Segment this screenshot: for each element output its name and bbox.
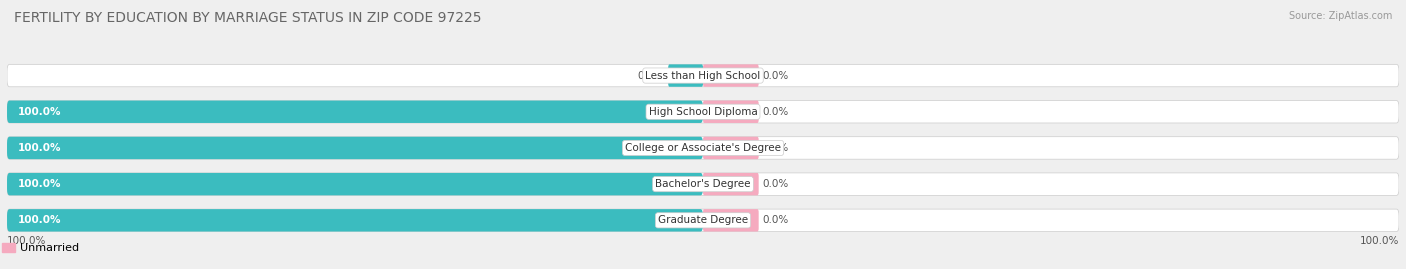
Text: FERTILITY BY EDUCATION BY MARRIAGE STATUS IN ZIP CODE 97225: FERTILITY BY EDUCATION BY MARRIAGE STATU… — [14, 11, 482, 25]
FancyBboxPatch shape — [7, 137, 1399, 159]
FancyBboxPatch shape — [703, 64, 759, 87]
Text: Less than High School: Less than High School — [645, 70, 761, 80]
Text: Source: ZipAtlas.com: Source: ZipAtlas.com — [1288, 11, 1392, 21]
Text: College or Associate's Degree: College or Associate's Degree — [626, 143, 780, 153]
FancyBboxPatch shape — [7, 173, 1399, 195]
Text: 100.0%: 100.0% — [18, 107, 62, 117]
FancyBboxPatch shape — [7, 137, 703, 159]
FancyBboxPatch shape — [7, 101, 703, 123]
Text: 100.0%: 100.0% — [1360, 236, 1399, 246]
Text: 100.0%: 100.0% — [18, 143, 62, 153]
Text: 0.0%: 0.0% — [763, 70, 789, 80]
FancyBboxPatch shape — [703, 101, 759, 123]
FancyBboxPatch shape — [703, 209, 759, 232]
Text: 0.0%: 0.0% — [763, 143, 789, 153]
FancyBboxPatch shape — [668, 64, 703, 87]
FancyBboxPatch shape — [7, 209, 703, 232]
Text: 0.0%: 0.0% — [763, 107, 789, 117]
FancyBboxPatch shape — [703, 137, 759, 159]
Text: 0.0%: 0.0% — [763, 215, 789, 225]
FancyBboxPatch shape — [703, 173, 759, 195]
Text: 0.0%: 0.0% — [638, 70, 664, 80]
FancyBboxPatch shape — [7, 64, 1399, 87]
Text: 100.0%: 100.0% — [18, 215, 62, 225]
Text: High School Diploma: High School Diploma — [648, 107, 758, 117]
Legend: Married, Unmarried: Married, Unmarried — [0, 239, 83, 258]
FancyBboxPatch shape — [7, 101, 1399, 123]
Text: 100.0%: 100.0% — [18, 179, 62, 189]
Text: Graduate Degree: Graduate Degree — [658, 215, 748, 225]
FancyBboxPatch shape — [7, 173, 703, 195]
Text: Bachelor's Degree: Bachelor's Degree — [655, 179, 751, 189]
Text: 100.0%: 100.0% — [7, 236, 46, 246]
FancyBboxPatch shape — [7, 209, 1399, 232]
Text: 0.0%: 0.0% — [763, 179, 789, 189]
